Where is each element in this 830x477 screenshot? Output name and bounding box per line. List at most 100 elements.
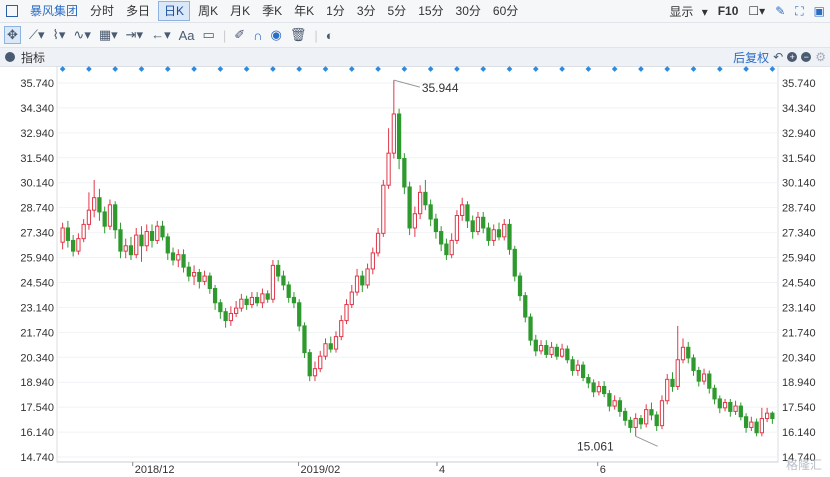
period-tab[interactable]: 3分 [356,4,376,18]
candle-body [165,236,170,254]
period-tab[interactable]: 分时 [90,4,115,18]
period-tab[interactable]: 多日 [126,4,151,18]
period-tab[interactable]: 5分 [387,4,407,18]
event-marker [138,66,145,72]
y-tick-label-left: 17.540 [20,402,54,414]
layout-icon[interactable] [6,5,18,17]
period-tab[interactable]: 30分 [455,4,481,18]
y-tick-label-right: 30.140 [782,178,816,190]
toggle-icon[interactable]: ◐ [325,27,334,43]
low-label: 15.061 [577,439,614,453]
candle-body [134,234,139,256]
adjust-button[interactable]: 后复权 [733,50,770,65]
event-marker [191,66,197,72]
fib-tool-icon[interactable]: ▦▾ [98,27,118,42]
magnet-icon[interactable]: ∩ [253,27,263,43]
arrow-tool-icon[interactable]: ←▾ [151,27,171,42]
period-tabs: 分时 多日 日K 周K 月K 季K 年K 1分 3分 5分 15分 30分 60分 [84,0,524,22]
line-tool-icon[interactable]: ⟋▾ [28,27,45,42]
candle-body [701,373,707,382]
stock-name[interactable]: 暴风集团 [30,4,79,18]
candle-body [680,346,686,361]
candle-body [123,245,128,252]
period-tab[interactable]: 季K [262,4,283,18]
zoom-out-icon[interactable]: − [801,52,812,62]
candle-body [191,271,197,277]
candlestick-chart[interactable]: 35.740 35.740 34.340 34.340 32.940 32.940 31.5… [0,66,830,477]
candle-body [575,364,580,371]
display-label: 显示 [669,4,694,19]
eye-icon[interactable]: ◉ [270,27,282,42]
fullscreen-icon[interactable]: ⛶ [795,3,804,18]
pen-icon[interactable]: ✎ [775,4,786,18]
event-marker [164,66,171,72]
candle-body [265,293,270,300]
candle-body [276,264,281,277]
period-tab[interactable]: 周K [198,4,219,18]
range-tool-icon[interactable]: ⇥▾ [125,27,144,42]
f10-button[interactable]: F10 [717,4,739,18]
event-marker [769,66,776,72]
eraser-icon[interactable]: ✐ [234,27,246,42]
period-tab[interactable]: 日K [158,1,191,21]
candle-body [375,232,381,254]
candle-body [223,311,228,322]
plot-frame [56,66,779,463]
text-tool[interactable]: Aa [178,27,195,43]
event-marker [690,66,697,72]
candle-body [160,225,165,238]
candle-body [128,245,134,256]
period-tab[interactable]: 15分 [418,4,444,18]
event-marker [375,66,381,72]
crosshair-icon[interactable]: ✥ [4,26,21,44]
candle-body [307,352,312,377]
period-tab[interactable]: 60分 [492,4,519,18]
period-tab[interactable]: 月K [230,4,251,18]
checkbox-icon[interactable]: ☐▾ [748,4,766,18]
period-tab[interactable]: 1分 [326,4,345,18]
candle-body [722,402,728,409]
candle-body [339,320,344,338]
event-marker [532,66,539,72]
panel-icon[interactable]: ▣ [813,4,825,18]
zoom-in-icon[interactable]: + [787,52,798,62]
candle-body [181,254,186,268]
y-tick-label-left: 30.140 [20,178,54,190]
candle-body [628,419,633,428]
display-menu[interactable]: 显示 ▾ [669,4,708,19]
event-marker [611,66,618,72]
event-marker [243,66,250,72]
candle-body [312,368,318,377]
candle-body [759,418,764,434]
y-tick-label-left: 24.540 [20,277,54,289]
event-marker [638,66,644,72]
collapse-icon[interactable] [5,52,15,62]
comment-icon[interactable]: ▭ [202,27,215,42]
y-tick-label-left: 34.340 [20,103,54,115]
polyline-tool-icon[interactable]: ⌇▾ [52,27,66,42]
candle-body [617,400,623,412]
wave-tool-icon[interactable]: ∿▾ [73,27,91,42]
candle-body [318,355,323,370]
y-tick-label-right: 18.940 [782,377,816,389]
period-tab[interactable]: 年K [294,4,315,18]
trash-icon[interactable]: 🗑 [289,27,307,42]
candle-body [691,357,696,371]
candle-body [633,418,638,428]
y-tick-label-left: 32.940 [20,128,54,140]
settings-icon[interactable]: ⚙ [815,50,826,64]
event-marker [559,66,565,72]
x-tick-label: 2019/02 [301,464,341,476]
candle-body [623,410,628,421]
undo-icon[interactable]: ↶ [773,50,784,64]
low-leader-line [635,435,658,447]
y-tick-label-right: 28.740 [782,203,816,215]
candle-body [207,275,212,290]
event-marker [86,66,92,72]
candle-body [670,378,675,387]
candle-body [349,291,354,306]
candle-body [644,409,649,425]
indicator-label[interactable]: 指标 [21,50,46,65]
drawing-toolbar: ✥ ⟋▾ ⌇▾ ∿▾ ▦▾ ⇥▾ ←▾ Aa ▭ | ✐ ∩ ◉ 🗑 | ◐ [0,23,830,48]
y-tick-label-right: 32.940 [782,128,816,140]
